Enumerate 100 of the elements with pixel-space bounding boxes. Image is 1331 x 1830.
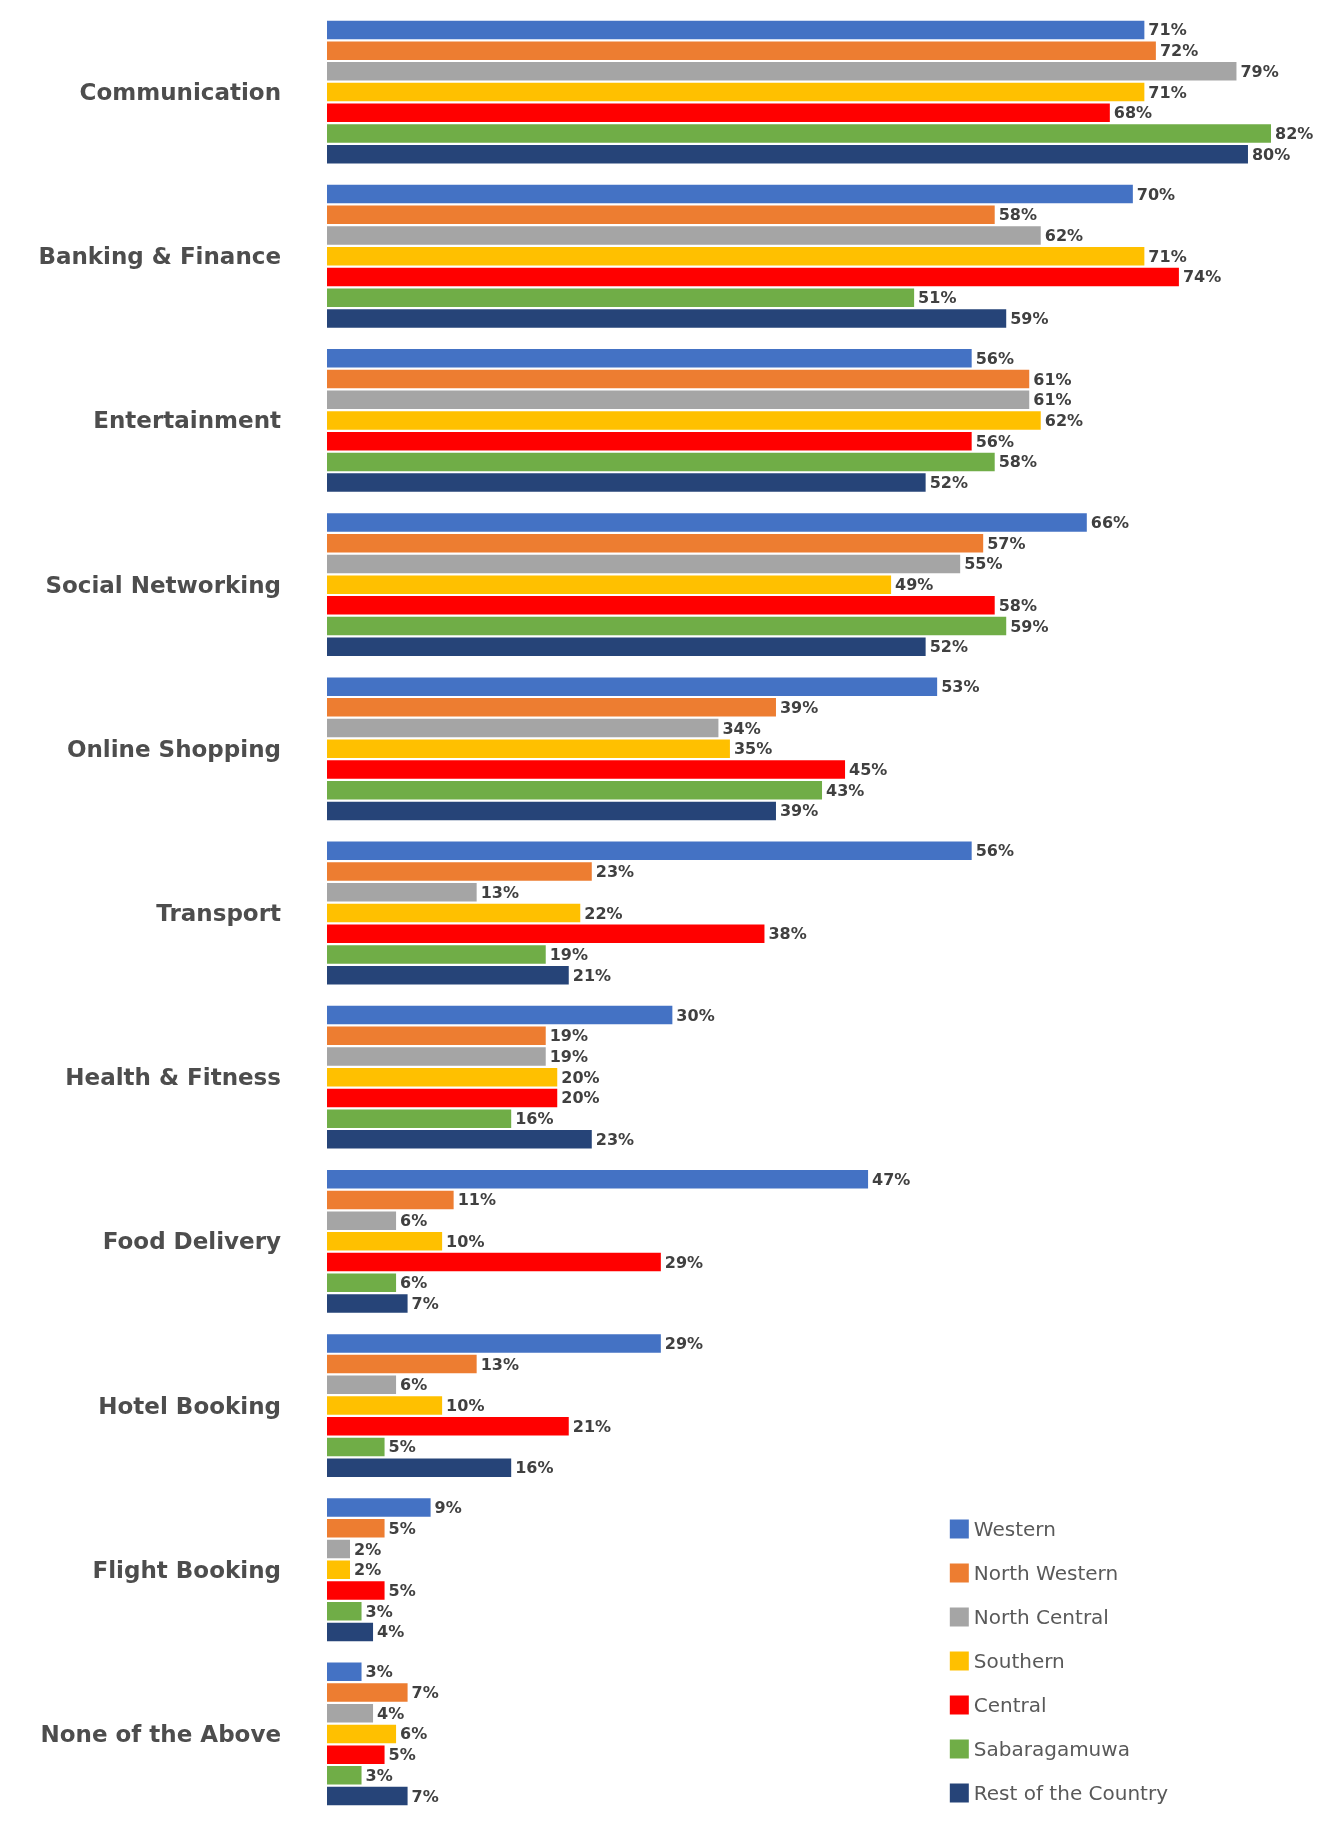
y-tick-label: Online Shopping [66, 735, 281, 762]
data-label: 71% [1148, 82, 1187, 102]
bar [327, 1498, 431, 1517]
bar [327, 1130, 592, 1149]
data-label: 72% [1159, 41, 1199, 61]
bar [327, 924, 765, 943]
data-label: 5% [388, 1580, 416, 1600]
data-label: 35% [733, 739, 773, 759]
bar [327, 1786, 408, 1806]
data-label: 3% [365, 1601, 393, 1621]
data-label: 13% [480, 1354, 519, 1374]
data-label: 13% [480, 882, 519, 902]
y-tick-label: Communication [79, 79, 281, 106]
data-label: 38% [768, 924, 807, 944]
legend-label: Western [973, 1517, 1056, 1541]
y-tick-label: Flight Booking [92, 1556, 281, 1583]
legend-label: Central [973, 1693, 1047, 1717]
bar [327, 431, 972, 451]
bar [327, 1375, 397, 1395]
data-label: 58% [998, 595, 1037, 615]
data-label: 16% [515, 1458, 554, 1478]
data-label: 29% [664, 1252, 704, 1272]
data-label: 29% [664, 1333, 704, 1353]
data-label: 45% [849, 760, 888, 780]
data-label: 62% [1044, 226, 1084, 246]
bar [327, 1683, 408, 1702]
data-label: 10% [446, 1396, 485, 1416]
bar [327, 1047, 546, 1066]
bar [327, 677, 938, 696]
legend-label: North Central [973, 1605, 1109, 1629]
bar [327, 1354, 477, 1374]
data-label: 68% [1113, 103, 1153, 123]
bar [327, 554, 961, 574]
bar [327, 739, 730, 759]
data-label: 34% [722, 718, 761, 738]
data-label: 19% [549, 1026, 589, 1046]
bar [327, 903, 581, 923]
data-label: 3% [365, 1662, 393, 1682]
data-label: 23% [595, 862, 635, 882]
bar [327, 41, 1156, 60]
data-label: 5% [388, 1518, 416, 1538]
data-label: 56% [975, 431, 1014, 451]
bar [327, 1745, 385, 1764]
data-label: 71% [1148, 20, 1187, 40]
data-label: 19% [549, 944, 589, 964]
data-label: 57% [987, 533, 1026, 553]
data-label: 71% [1148, 246, 1187, 266]
data-label: 66% [1090, 512, 1130, 532]
y-tick-label: Transport [156, 900, 281, 926]
data-label: 39% [779, 697, 819, 717]
bar [327, 145, 1248, 164]
bar [327, 841, 972, 861]
bar [327, 698, 776, 717]
bar [327, 1581, 385, 1600]
bar [327, 1067, 558, 1087]
data-label: 7% [411, 1294, 439, 1314]
bar [327, 616, 1007, 636]
bar [327, 1458, 512, 1477]
bar [327, 801, 776, 821]
y-tick-label: Health & Fitness [65, 1064, 281, 1091]
bar [327, 945, 546, 964]
data-label: 59% [1010, 308, 1049, 328]
legend-label: Southern [973, 1649, 1065, 1673]
data-label: 21% [572, 965, 612, 985]
y-tick-label: Entertainment [93, 407, 281, 434]
data-label: 61% [1033, 369, 1072, 389]
data-label: 5% [388, 1437, 416, 1457]
bar [327, 1622, 374, 1642]
data-label: 58% [998, 452, 1037, 472]
data-label: 6% [400, 1273, 428, 1293]
data-label: 4% [377, 1622, 405, 1642]
y-tick-label: None of the Above [40, 1720, 281, 1747]
bar [327, 1539, 351, 1559]
bar [327, 205, 995, 225]
data-label: 59% [1010, 616, 1049, 636]
data-label: 19% [549, 1046, 589, 1066]
bar [327, 1026, 546, 1045]
bar [327, 226, 1041, 245]
data-label: 80% [1251, 144, 1291, 164]
bar [327, 1232, 443, 1251]
bar [327, 513, 1087, 532]
bar [327, 1109, 512, 1128]
data-label: 3% [365, 1765, 393, 1785]
y-tick-label: Banking & Finance [38, 243, 281, 270]
data-label: 22% [584, 903, 623, 923]
bar [327, 781, 823, 800]
data-label: 61% [1033, 390, 1072, 410]
data-label: 62% [1044, 410, 1084, 430]
data-label: 55% [964, 554, 1003, 574]
data-label: 2% [354, 1539, 382, 1559]
bar [327, 288, 915, 307]
bar [327, 1601, 362, 1621]
data-label: 70% [1136, 184, 1176, 204]
bar [327, 862, 592, 881]
data-label: 23% [595, 1129, 635, 1149]
data-label: 56% [975, 348, 1014, 368]
data-label: 5% [388, 1745, 416, 1765]
bar [327, 267, 1179, 287]
y-tick-label: Food Delivery [102, 1228, 281, 1255]
bar [327, 1519, 385, 1538]
